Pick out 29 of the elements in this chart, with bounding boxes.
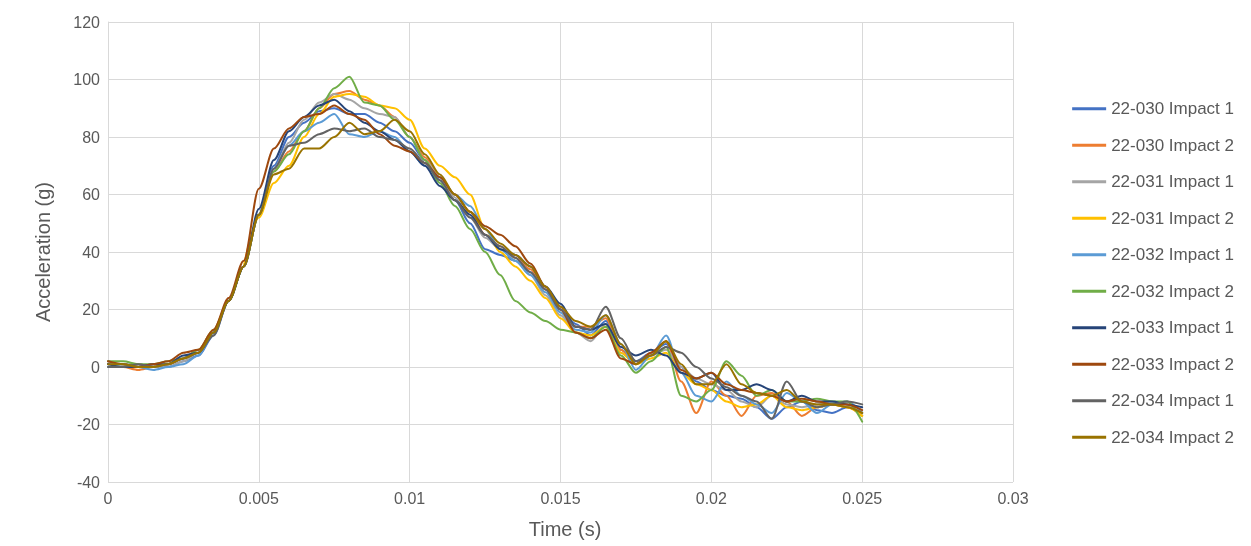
legend-label: 22-031 Impact 1	[1111, 172, 1235, 192]
y-tick-label: 20	[82, 301, 101, 318]
y-tick-label: 0	[91, 358, 101, 376]
y-tick-label: 40	[82, 243, 101, 261]
y-tick-label: 120	[73, 13, 101, 31]
y-tick-label: -40	[76, 473, 101, 491]
x-tick-label: 0.03	[997, 489, 1029, 507]
legend-label: 22-032 Impact 2	[1111, 281, 1235, 301]
legend-label: 22-030 Impact 1	[1111, 99, 1235, 119]
legend-label: 22-030 Impact 2	[1111, 135, 1235, 155]
legend-label: 22-033 Impact 2	[1111, 354, 1235, 374]
y-tick-label: -20	[76, 416, 101, 433]
y-tick-label: 100	[73, 71, 101, 88]
y-tick-label: 60	[82, 186, 101, 203]
line-series	[242, 92, 864, 417]
y-axis-title: Acceleration (g)	[32, 181, 54, 323]
legend-label: 22-033 Impact 1	[1111, 318, 1235, 338]
x-tick-label: 0.01	[394, 489, 426, 507]
legend-label: 22-034 Impact 1	[1111, 391, 1235, 411]
x-tick-label: 0.02	[695, 489, 728, 507]
x-axis-title: Time (s)	[528, 518, 602, 540]
legend-label: 22-031 Impact 2	[1111, 208, 1235, 228]
legend-label: 22-032 Impact 1	[1111, 245, 1235, 265]
x-tick-label: 0	[103, 489, 113, 507]
x-tick-label: 0.015	[540, 489, 581, 507]
legend-label: 22-034 Impact 2	[1111, 427, 1235, 447]
x-tick-label: 0.005	[238, 489, 279, 507]
y-tick-label: 80	[82, 128, 101, 146]
x-tick-label: 0.025	[842, 489, 883, 507]
